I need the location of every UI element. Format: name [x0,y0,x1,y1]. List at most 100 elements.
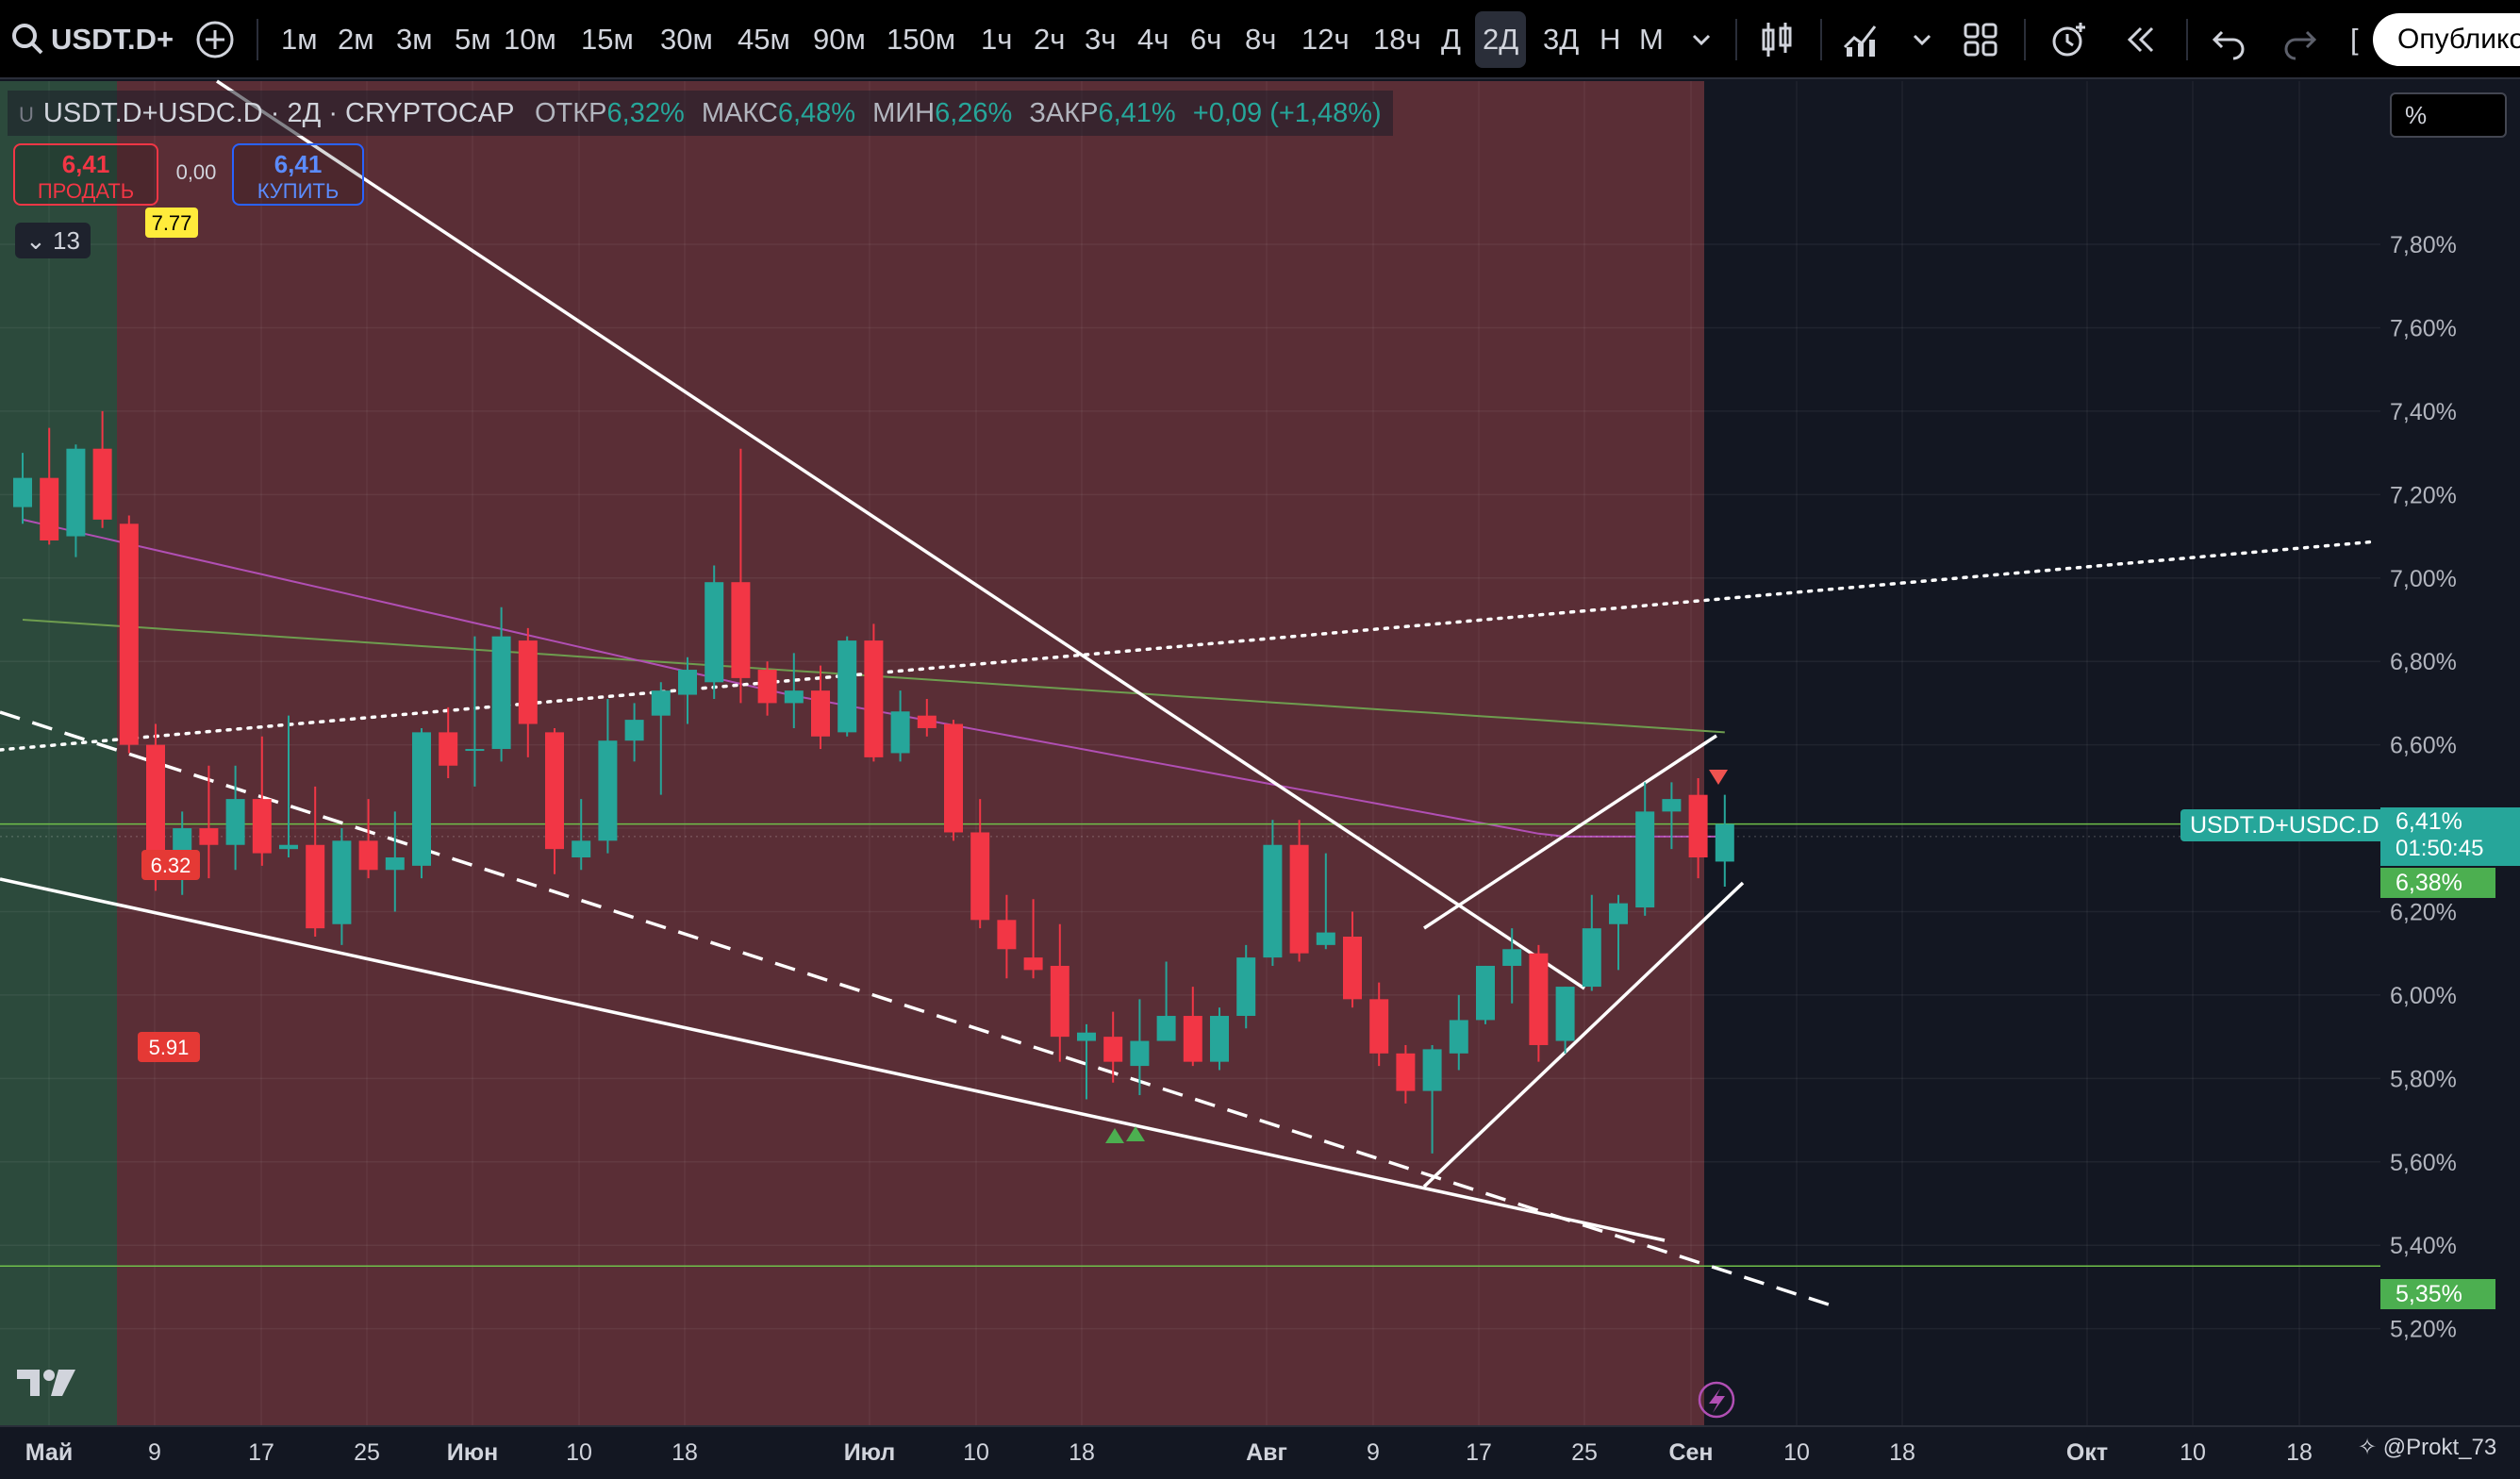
candle-up [1422,1049,1442,1091]
interval-2ч[interactable]: 2ч [1034,23,1066,56]
trendline-dotted [0,540,2379,752]
x-tick-label: 10 [2180,1439,2206,1466]
candle-up [1502,949,1522,966]
legend-open-label: ОТКР [535,98,607,128]
interval-5м[interactable]: 5м [455,23,491,56]
bracket-icon: [ [2350,23,2359,56]
legend-high-label: МАКС [701,98,778,128]
interval-90м[interactable]: 90м [813,23,866,56]
chevron-down-icon[interactable] [1681,19,1722,60]
candle-type-icon[interactable] [1756,19,1798,60]
candle-up [837,640,857,733]
interval-150м[interactable]: 150м [887,23,956,56]
candle-up [1236,957,1256,1017]
x-tick-label: 9 [1367,1439,1380,1466]
candle-down [944,723,963,833]
x-tick-label: 18 [1889,1439,1915,1466]
interval-4ч[interactable]: 4ч [1137,23,1169,56]
search-icon[interactable] [9,21,47,58]
interval-3Д[interactable]: 3Д [1543,23,1580,56]
legend-low-label: МИН [872,98,936,128]
legend-symbol[interactable]: USDT.D+USDC.D · 2Д · CRYPTOCAP [42,98,514,128]
candle-up [598,740,618,841]
x-tick-label: Окт [2066,1439,2108,1466]
interval-Н[interactable]: Н [1600,23,1621,56]
candle-up [624,720,644,741]
candle-up [1609,903,1628,924]
interval-1ч[interactable]: 1ч [981,23,1013,56]
interval-12ч[interactable]: 12ч [1301,23,1350,56]
candle-up [890,711,910,754]
last-price-tag: 6,41% 01:50:45 [2380,807,2520,866]
interval-6ч[interactable]: 6ч [1190,23,1222,56]
publish-button[interactable]: Опублико [2373,13,2520,66]
y-tick-label: 6,80% [2390,649,2457,675]
indicators-icon[interactable] [1841,19,1882,60]
indicators-count: 13 [53,226,80,255]
buy-button[interactable]: 6,41 КУПИТЬ [232,143,364,206]
interval-1м[interactable]: 1м [281,23,318,56]
x-tick-label: 10 [1783,1439,1810,1466]
layout-grid-icon[interactable] [1960,19,2001,60]
interval-18ч[interactable]: 18ч [1373,23,1421,56]
candle-up [784,690,804,704]
last-price: 6,41% [2396,808,2462,835]
price-label-bubble [138,1032,200,1062]
y-tick-label: 5,80% [2390,1066,2457,1092]
candle-down [757,670,777,704]
interval-Д[interactable]: Д [1441,23,1461,56]
author-watermark: ✧ @Prokt_73 [2358,1434,2496,1461]
candle-down [811,690,830,737]
add-symbol-icon[interactable] [194,19,236,60]
axis-mode-button[interactable]: % [2390,92,2507,138]
interval-М[interactable]: М [1639,23,1664,56]
interval-8ч[interactable]: 8ч [1245,23,1277,56]
candle-up [491,636,511,750]
watermark-icon: ✧ [2358,1435,2383,1460]
candle-down [545,732,564,850]
candle-down [1023,957,1043,971]
candle-up [1582,928,1601,988]
interval-45м[interactable]: 45м [738,23,790,56]
candle-up [1449,1020,1468,1054]
legend-close-label: ЗАКР [1029,98,1099,128]
alert-clock-icon[interactable] [2048,19,2090,60]
interval-2м[interactable]: 2м [338,23,374,56]
x-tick-label: 18 [2286,1439,2313,1466]
candle-up [1635,811,1655,908]
undo-icon[interactable] [2209,19,2250,60]
tradingview-logo[interactable] [17,1366,79,1400]
symbol-search[interactable]: USDT.D+ [51,23,174,56]
candle-down [1529,953,1549,1045]
y-tick-label: 7,60% [2390,315,2457,341]
interval-10м[interactable]: 10м [504,23,556,56]
buy-signal-marker [1105,1128,1124,1143]
candle-down [306,844,325,929]
candle-up [279,844,298,850]
indicators-toggle[interactable]: ⌄ 13 [15,223,91,258]
interval-15м[interactable]: 15м [581,23,634,56]
candle-down [731,582,751,678]
candle-up [678,670,697,695]
candle-up [225,799,245,845]
candle-down [1369,999,1389,1054]
spread-value: 0,00 [175,160,217,184]
interval-3м[interactable]: 3м [396,23,433,56]
chevron-down-icon[interactable] [1901,19,1943,60]
symbol-price-tag: USDT.D+USDC.D [2180,809,2389,841]
interval-30м[interactable]: 30м [660,23,713,56]
top-toolbar: USDT.D+ 1м 2м 3м 5м 10м 15м 30м 45м 90м 150м 1ч 2ч 3… [0,0,2520,79]
redo-icon[interactable] [2279,19,2320,60]
candle-up [1715,823,1734,862]
replay-icon[interactable] [2120,19,2162,60]
candle-up [1476,965,1495,1021]
price-label-bubble [145,208,198,238]
interval-3ч[interactable]: 3ч [1085,23,1117,56]
candle-down [997,920,1017,950]
candle-up [412,732,431,866]
candle-down [1103,1037,1123,1062]
candle-down [970,832,990,921]
sell-button[interactable]: 6,41 ПРОДАТЬ [13,143,158,206]
interval-2Д[interactable]: 2Д [1475,11,1527,68]
